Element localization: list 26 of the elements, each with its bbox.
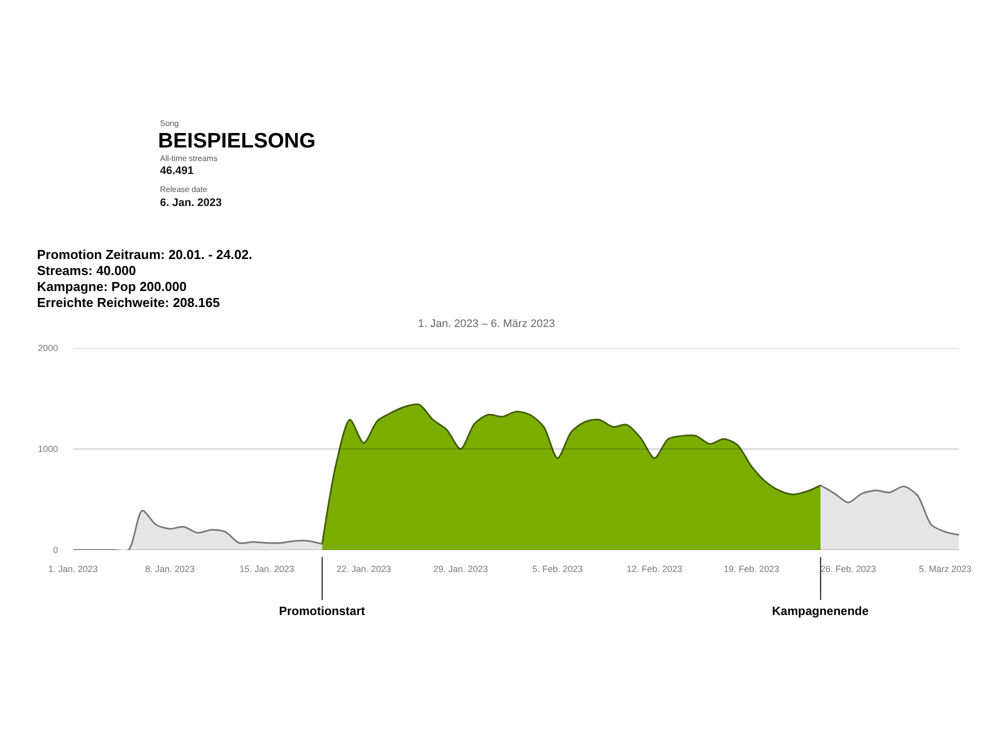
ref-line-label: Kampagnenende bbox=[772, 604, 870, 618]
x-tick-label: 19. Feb. 2023 bbox=[724, 564, 780, 574]
y-tick-label: 1000 bbox=[38, 444, 58, 454]
x-tick-label: 15. Jan. 2023 bbox=[240, 564, 294, 574]
text: 46.491 bbox=[160, 165, 194, 177]
text: Erreichte Reichweite: 208.165 bbox=[37, 295, 220, 310]
y-tick-label: 0 bbox=[52, 545, 58, 556]
x-tick-label: 26. Feb. 2023 bbox=[820, 564, 876, 574]
x-tick-label: 8. Jan. 2023 bbox=[145, 564, 195, 574]
text: Kampagne: Pop 200.000 bbox=[37, 279, 187, 294]
x-tick-label: 1. Jan. 2023 bbox=[48, 564, 98, 574]
x-tick-label: 12. Feb. 2023 bbox=[626, 564, 682, 574]
y-tick-label: 2000 bbox=[38, 343, 58, 354]
x-tick-label: 29. Jan. 2023 bbox=[433, 564, 488, 574]
x-tick-label: 5. Feb. 2023 bbox=[532, 564, 583, 574]
text: Streams: 40.000 bbox=[37, 263, 136, 278]
x-tick-label: 5. März 2023 bbox=[918, 564, 972, 574]
text: All-time streams bbox=[160, 154, 218, 163]
chart-subtitle: 1. Jan. 2023 – 6. März 2023 bbox=[418, 318, 555, 330]
text: Song bbox=[160, 119, 179, 128]
x-tick-label: 22. Jan. 2023 bbox=[336, 564, 391, 574]
text: Promotion Zeitraum: 20.01. - 24.02. bbox=[37, 247, 252, 262]
text: Release date bbox=[160, 185, 208, 194]
text: 6. Jan. 2023 bbox=[160, 197, 222, 209]
ref-line-label: Promotionstart bbox=[279, 604, 366, 618]
chart-title: BEISPIELSONG bbox=[158, 129, 316, 152]
